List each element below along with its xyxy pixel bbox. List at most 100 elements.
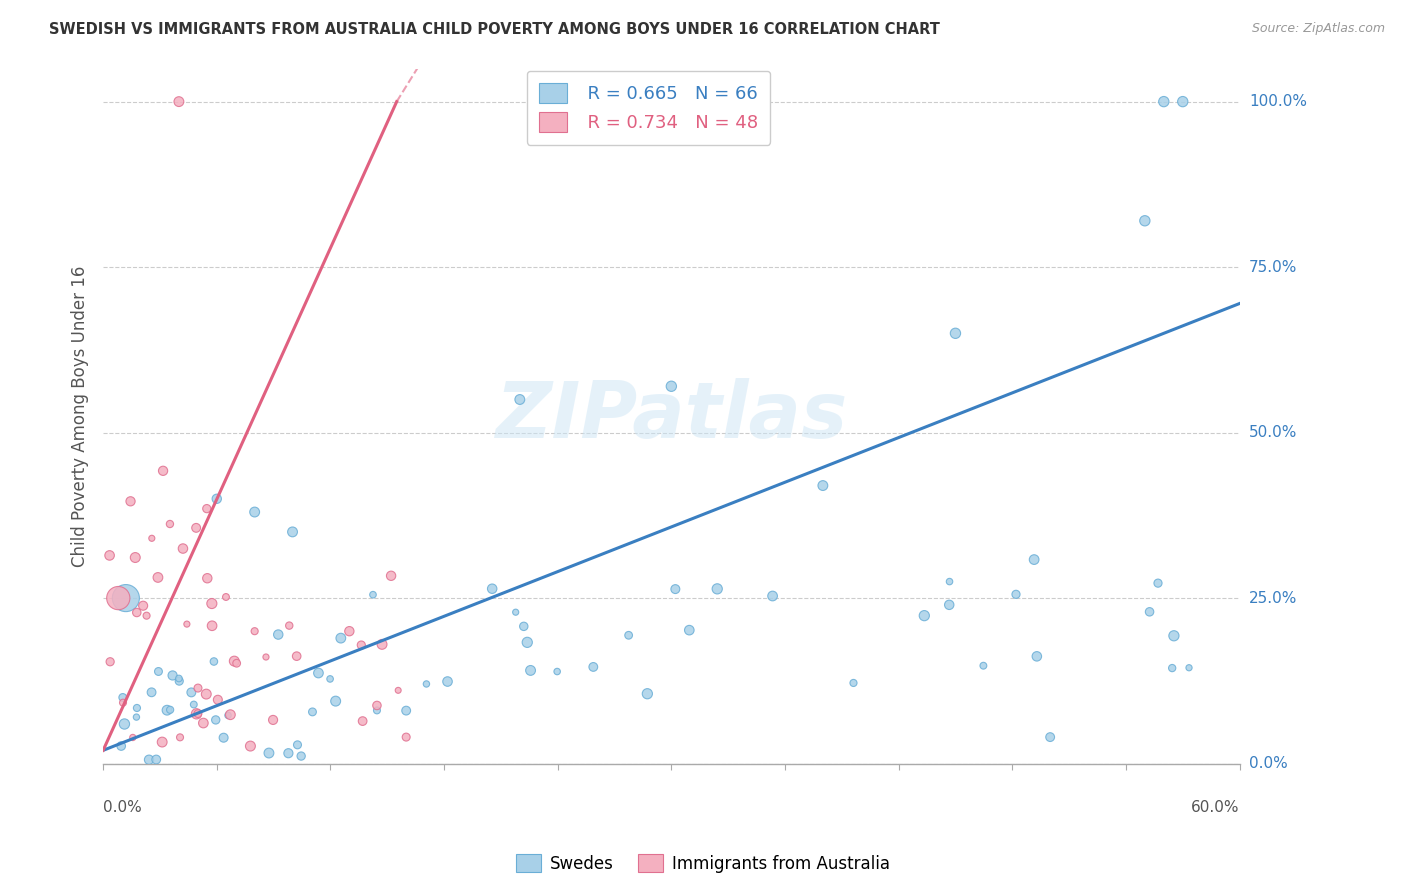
Point xyxy=(278,618,301,632)
Point xyxy=(285,649,308,664)
Point xyxy=(1133,214,1156,228)
Point xyxy=(98,549,121,563)
Point xyxy=(98,655,121,669)
Point xyxy=(481,582,503,596)
Point xyxy=(519,664,541,678)
Point xyxy=(1024,552,1046,566)
Point xyxy=(205,491,228,506)
Point xyxy=(125,710,148,724)
Text: 0.0%: 0.0% xyxy=(103,800,142,815)
Point xyxy=(148,665,170,679)
Point xyxy=(1005,587,1028,601)
Point xyxy=(195,687,218,701)
Point xyxy=(169,731,191,745)
Text: 100.0%: 100.0% xyxy=(1249,95,1308,109)
Point xyxy=(636,687,658,701)
Point xyxy=(509,392,531,407)
Point xyxy=(678,623,700,637)
Point xyxy=(366,703,388,717)
Point xyxy=(204,713,226,727)
Point xyxy=(1163,629,1185,643)
Point xyxy=(215,590,238,604)
Point xyxy=(1147,576,1170,591)
Point xyxy=(945,326,967,341)
Point xyxy=(124,550,146,565)
Point xyxy=(176,617,198,632)
Point xyxy=(546,665,568,679)
Text: ZIPatlas: ZIPatlas xyxy=(495,378,848,454)
Point xyxy=(254,650,277,665)
Point xyxy=(225,657,247,671)
Point xyxy=(195,571,218,585)
Point xyxy=(415,677,437,691)
Point xyxy=(352,714,374,728)
Point xyxy=(132,599,155,613)
Point xyxy=(183,698,205,712)
Point xyxy=(186,521,208,535)
Point xyxy=(201,619,224,633)
Point xyxy=(582,660,605,674)
Text: 75.0%: 75.0% xyxy=(1249,260,1298,275)
Text: 25.0%: 25.0% xyxy=(1249,591,1298,606)
Point xyxy=(125,606,148,620)
Point xyxy=(1161,661,1184,675)
Point xyxy=(1178,661,1201,675)
Point xyxy=(120,494,142,508)
Point xyxy=(172,541,194,556)
Point xyxy=(706,582,728,596)
Point xyxy=(114,717,136,731)
Point xyxy=(371,637,394,651)
Text: 0.0%: 0.0% xyxy=(1249,756,1288,771)
Point xyxy=(141,685,163,699)
Text: SWEDISH VS IMMIGRANTS FROM AUSTRALIA CHILD POVERTY AMONG BOYS UNDER 16 CORRELATI: SWEDISH VS IMMIGRANTS FROM AUSTRALIA CHI… xyxy=(49,22,941,37)
Point xyxy=(281,524,304,539)
Point xyxy=(159,703,181,717)
Point xyxy=(325,694,347,708)
Point xyxy=(145,752,167,766)
Point xyxy=(664,582,686,596)
Point xyxy=(319,672,342,686)
Point xyxy=(219,707,242,722)
Point xyxy=(115,591,138,606)
Point xyxy=(337,624,360,639)
Point xyxy=(217,708,239,723)
Point xyxy=(811,478,834,492)
Point xyxy=(1153,95,1175,109)
Text: Source: ZipAtlas.com: Source: ZipAtlas.com xyxy=(1251,22,1385,36)
Point xyxy=(659,379,682,393)
Point xyxy=(361,588,384,602)
Point xyxy=(207,692,229,706)
Point xyxy=(277,746,299,760)
Point xyxy=(387,683,409,698)
Point xyxy=(224,654,246,668)
Point xyxy=(395,704,418,718)
Point xyxy=(1171,95,1194,109)
Point xyxy=(395,730,418,744)
Point xyxy=(1039,730,1062,744)
Point xyxy=(267,627,290,641)
Point xyxy=(262,713,284,727)
Text: 50.0%: 50.0% xyxy=(1249,425,1298,440)
Point xyxy=(761,589,783,603)
Point xyxy=(307,666,329,681)
Point xyxy=(380,568,402,582)
Point xyxy=(1025,649,1047,664)
Point xyxy=(239,739,262,753)
Point xyxy=(505,605,527,619)
Point xyxy=(187,681,209,695)
Point xyxy=(167,674,190,689)
Point xyxy=(329,631,352,645)
Point xyxy=(138,753,160,767)
Point xyxy=(125,701,148,715)
Point xyxy=(146,570,169,584)
Point xyxy=(513,619,536,633)
Point xyxy=(150,735,173,749)
Point xyxy=(366,698,388,713)
Legend:   R = 0.665   N = 66,   R = 0.734   N = 48: R = 0.665 N = 66, R = 0.734 N = 48 xyxy=(527,70,770,145)
Point xyxy=(516,635,538,649)
Point xyxy=(111,696,134,710)
Text: 60.0%: 60.0% xyxy=(1191,800,1240,815)
Point xyxy=(290,749,312,764)
Point xyxy=(186,706,208,721)
Point xyxy=(243,624,266,639)
